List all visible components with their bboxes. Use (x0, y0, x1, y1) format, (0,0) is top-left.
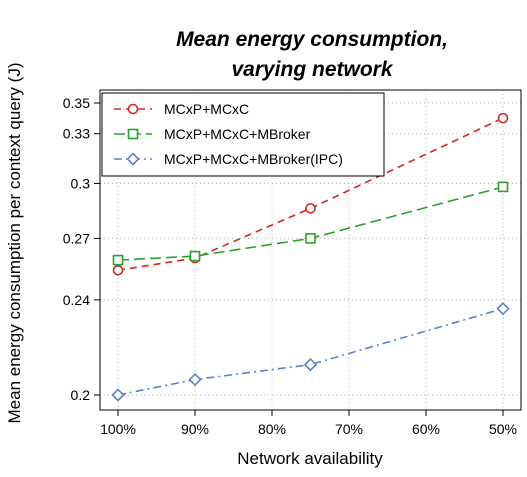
series-line (117, 307, 504, 396)
data-point (497, 181, 509, 193)
ticks-layer: 100% 90% 80% 70% 60% 50% 0.2 0.24 0.27 0.3 0.33 0.3… (63, 95, 517, 437)
y-tick-label: 0.35 (63, 95, 90, 111)
legend-label: MCxP+MCxC+MBroker (164, 126, 311, 142)
data-point (305, 203, 316, 214)
data-point (189, 250, 201, 262)
data-point (112, 264, 124, 276)
series-layer (111, 112, 510, 402)
series-2 (112, 181, 509, 266)
data-point (305, 233, 316, 244)
series-line (117, 186, 504, 261)
legend-layer: MCxP+MCxC MCxP+MCxC+MBroker MCxP+MCxC+MBro… (101, 92, 385, 177)
x-tick-label: 60% (412, 421, 440, 437)
data-point (496, 302, 510, 316)
x-tick-label: 70% (335, 421, 363, 437)
y-tick-label: 0.24 (63, 292, 90, 308)
series-3 (111, 302, 510, 402)
legend-entry: MCxP+MCxC+MBroker (114, 126, 311, 142)
y-tick-label: 0.3 (71, 175, 91, 191)
chart-title-line-1: Mean energy consumption, (176, 28, 448, 51)
data-point (188, 372, 202, 387)
plot-border (99, 89, 522, 411)
legend-marker (126, 152, 140, 166)
series-line (117, 117, 504, 272)
legend-label: MCxP+MCxC (164, 101, 249, 117)
y-tick-label: 0.33 (63, 126, 90, 142)
legend-marker (127, 128, 139, 140)
y-tick-label: 0.2 (71, 387, 91, 403)
data-point (303, 357, 318, 372)
grid-layer (100, 90, 521, 410)
x-tick-label: 90% (181, 421, 209, 437)
legend-entry: MCxP+MCxC+MBroker(IPC) (114, 151, 343, 167)
legend-label: MCxP+MCxC+MBroker(IPC) (164, 151, 343, 167)
y-tick-label: 0.27 (63, 230, 90, 246)
y-axis-label: Mean energy consumption per context quer… (5, 63, 24, 424)
data-point (497, 112, 509, 124)
data-point (111, 388, 125, 402)
x-tick-label: 100% (100, 421, 136, 437)
x-axis-label: Network availability (237, 449, 383, 468)
x-tick-label: 50% (489, 421, 517, 437)
legend-entry: MCxP+MCxC (114, 101, 249, 117)
chart-title-line-2: varying network (231, 58, 393, 81)
x-tick-label: 80% (258, 421, 286, 437)
legend-marker (127, 103, 139, 115)
data-point (112, 254, 124, 266)
